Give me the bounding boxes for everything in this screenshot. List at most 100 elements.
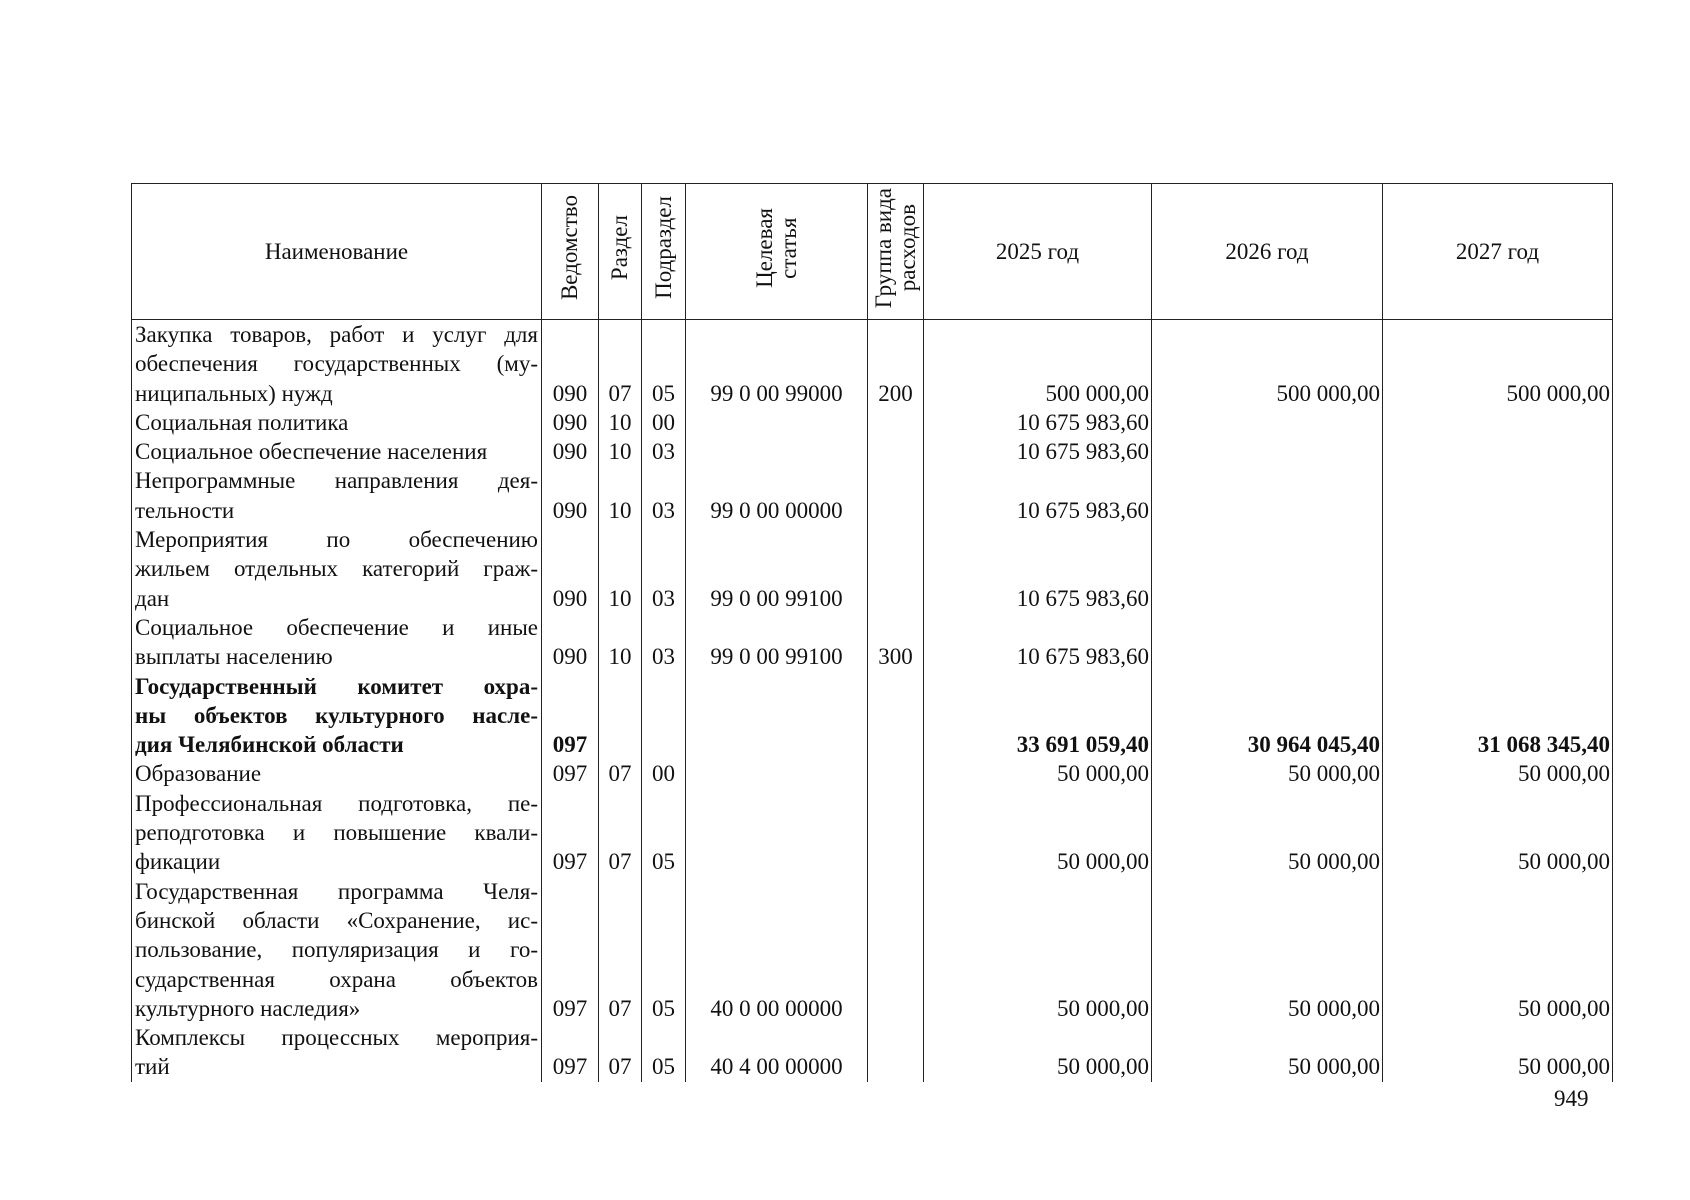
cell-v2026: 50 000,00 [1151,788,1383,877]
cell-pod: 05 [641,876,686,1024]
cell-v2026: 30 964 045,40 [1151,671,1383,760]
cell-vr [867,759,924,789]
cell-pod: 00 [641,759,686,789]
name-line: Социальное обеспечение и иные [135,614,538,640]
cell-name: Социальное обеспечение населения [131,437,542,467]
header-gruppa: Группа вида расходов [867,183,924,320]
header-gruppa-line: Группа вида [870,187,896,308]
header-razdel-label: Раздел [607,215,632,281]
cell-v2027: 50 000,00 [1382,788,1613,877]
name-line: выплаты населению [135,644,333,670]
cell-v2025: 10 675 983,60 [923,466,1152,526]
cell-v2027: 500 000,00 [1382,319,1613,408]
name-line: обеспечения государственных (му- [135,351,538,377]
cell-name: Государственная программа Челя-бинской о… [131,876,542,1024]
name-line: Непрограммные направления дея- [135,468,538,494]
cell-v2026: 50 000,00 [1151,1023,1383,1082]
cell-ved: 090 [541,319,599,408]
cell-ved: 090 [541,437,599,467]
header-name: Наименование [131,183,542,320]
cell-v2026 [1151,525,1383,613]
table-row: Социальное обеспечение и иные выплаты нас… [131,612,1613,672]
cell-name: Непрограммные направления дея-тельности [131,466,542,526]
table-row: Мероприятия по обеспечению жильем отдельн… [131,525,1613,613]
cell-v2027 [1382,466,1613,526]
cell-pod: 03 [641,612,686,672]
cell-raz: 10 [598,466,642,526]
cell-cs [685,788,868,877]
cell-name: Государственный комитет охра-ны объектов… [131,671,542,760]
cell-v2027 [1382,612,1613,672]
cell-pod: 03 [641,437,686,467]
header-2025-label: 2025 год [995,238,1080,264]
cell-name: Мероприятия по обеспечению жильем отдельн… [131,525,542,613]
cell-cs [685,671,868,760]
cell-v2027 [1382,407,1613,438]
cell-ved: 097 [541,788,599,877]
table-row: Социальная политика 090 10 00 10 675 983,60 [131,407,1613,438]
cell-vr [867,437,924,467]
header-vedomstvo-label: Ведомство [557,195,582,301]
cell-pod [641,671,686,760]
header-gruppa-line: расходов [894,204,920,292]
cell-cs: 40 4 00 00000 [685,1023,868,1082]
name-line: сударственная охрана объектов [135,966,538,992]
header-row: Наименование Ведомство Раздел Подраздел … [131,183,1613,320]
cell-cs [685,437,868,467]
name-line: Социальная политика [135,409,349,435]
cell-pod: 05 [641,1023,686,1082]
cell-v2025: 10 675 983,60 [923,612,1152,672]
header-podrazdel-label: Подраздел [650,196,676,300]
header-celevaya-line: Целевая [751,207,777,288]
budget-table: Наименование Ведомство Раздел Подраздел … [131,183,1613,1082]
table-row: Социальное обеспечение населения 090 10 03 1… [131,437,1613,467]
cell-raz: 07 [598,1023,642,1082]
cell-raz [598,671,642,760]
name-line: Профессиональная подготовка, пе- [135,790,538,816]
table-row: Комплексы процессных мероприя-тий 097 07 05… [131,1023,1613,1082]
table-row: Непрограммные направления дея-тельности 0… [131,466,1613,526]
header-celevaya-line: статья [775,217,801,279]
cell-cs: 99 0 00 99000 [685,319,868,408]
header-2027: 2027 год [1382,183,1613,320]
cell-v2027 [1382,525,1613,613]
cell-v2025: 50 000,00 [923,788,1152,877]
cell-v2026 [1151,466,1383,526]
cell-raz: 10 [598,407,642,438]
header-celevaya-label: Целевая статья [751,207,801,288]
name-line: Социальное обеспечение населения [135,439,488,465]
cell-cs: 99 0 00 00000 [685,466,868,526]
name-line: ны объектов культурного насле- [135,702,538,728]
cell-name: Закупка товаров, работ и услуг для обеспе… [131,319,542,408]
cell-raz: 07 [598,759,642,789]
cell-v2026 [1151,612,1383,672]
table-row: Образование 097 07 00 50 000,00 50 000,00 50 0… [131,759,1613,789]
cell-v2027 [1382,437,1613,467]
cell-ved: 097 [541,876,599,1024]
cell-pod: 05 [641,788,686,877]
cell-vr: 300 [867,612,924,672]
cell-name: Социальная политика [131,407,542,438]
cell-vr [867,876,924,1024]
cell-v2027: 31 068 345,40 [1382,671,1613,760]
cell-name: Профессиональная подготовка, пе-реподгот… [131,788,542,877]
cell-v2025: 50 000,00 [923,759,1152,789]
cell-ved: 097 [541,671,599,760]
page-number: 949 [1554,1086,1589,1111]
cell-cs [685,759,868,789]
cell-v2025: 10 675 983,60 [923,437,1152,467]
name-line: Мероприятия по обеспечению [135,527,538,553]
cell-name: Комплексы процессных мероприя-тий [131,1023,542,1082]
cell-ved: 090 [541,466,599,526]
name-line: Закупка товаров, работ и услуг для [135,322,538,347]
cell-cs: 99 0 00 99100 [685,612,868,672]
header-vedomstvo: Ведомство [541,183,599,320]
cell-vr: 200 [867,319,924,408]
cell-v2026: 50 000,00 [1151,759,1383,789]
cell-pod: 03 [641,466,686,526]
name-line: тельности [135,497,235,523]
name-line: реподготовка и повышение квали- [135,820,538,846]
name-line: Государственный комитет охра- [135,673,538,699]
cell-ved: 090 [541,612,599,672]
cell-raz: 10 [598,612,642,672]
